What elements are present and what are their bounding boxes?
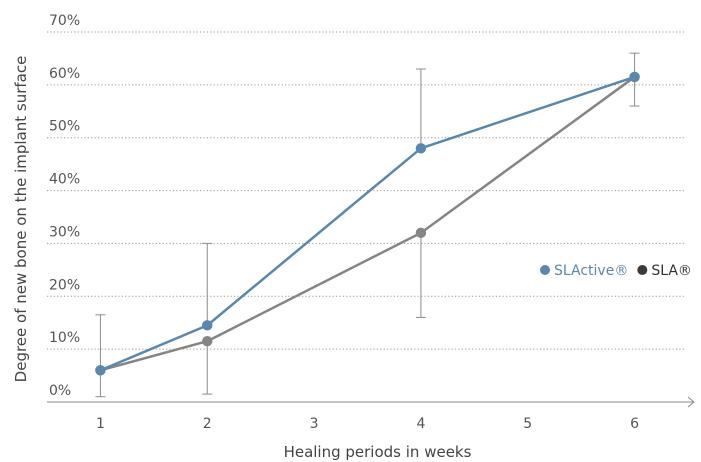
y-axis-title: Degree of new bone on the implant surfac… [12, 56, 30, 383]
legend-marker-sla [637, 265, 648, 275]
y-tick-label: 60% [49, 66, 80, 82]
x-tick-labels: 1 2 3 4 5 6 [96, 416, 639, 432]
y-tick-label: 50% [49, 119, 80, 135]
x-tick-label: 3 [310, 416, 319, 432]
y-tick-label: 30% [49, 224, 80, 240]
data-point [415, 227, 427, 239]
y-tick-label: 10% [49, 330, 80, 346]
x-tick-label: 5 [523, 416, 532, 432]
data-point [629, 71, 640, 83]
y-tick-labels: 0% 10% 20% 30% 40% 50% 60% 70% [49, 13, 80, 399]
legend-marker-slactive [540, 265, 550, 275]
data-point [202, 320, 213, 331]
x-axis [47, 396, 695, 408]
series-line [99, 75, 635, 372]
series-line [100, 75, 636, 372]
legend-label-slactive: SLActive® [554, 263, 628, 279]
grid-lines [47, 31, 686, 350]
x-axis-arrow [687, 396, 695, 408]
x-tick-label: 6 [630, 416, 639, 432]
x-tick-label: 1 [96, 416, 105, 432]
x-axis-title: Healing periods in weeks [284, 443, 472, 461]
y-tick-label: 0% [49, 383, 71, 399]
data-point [95, 365, 106, 376]
y-tick-label: 70% [49, 13, 80, 29]
error-bars [95, 52, 640, 398]
data-points [95, 71, 640, 376]
y-tick-label: 20% [49, 277, 80, 293]
x-tick-label: 4 [416, 416, 425, 432]
series-lines [99, 75, 636, 372]
legend-label-sla: SLA® [651, 263, 692, 279]
data-point [415, 143, 427, 154]
y-tick-label: 40% [49, 172, 80, 188]
data-point [202, 336, 213, 347]
legend: SLActive® SLA® [540, 263, 692, 279]
x-tick-label: 2 [203, 416, 212, 432]
